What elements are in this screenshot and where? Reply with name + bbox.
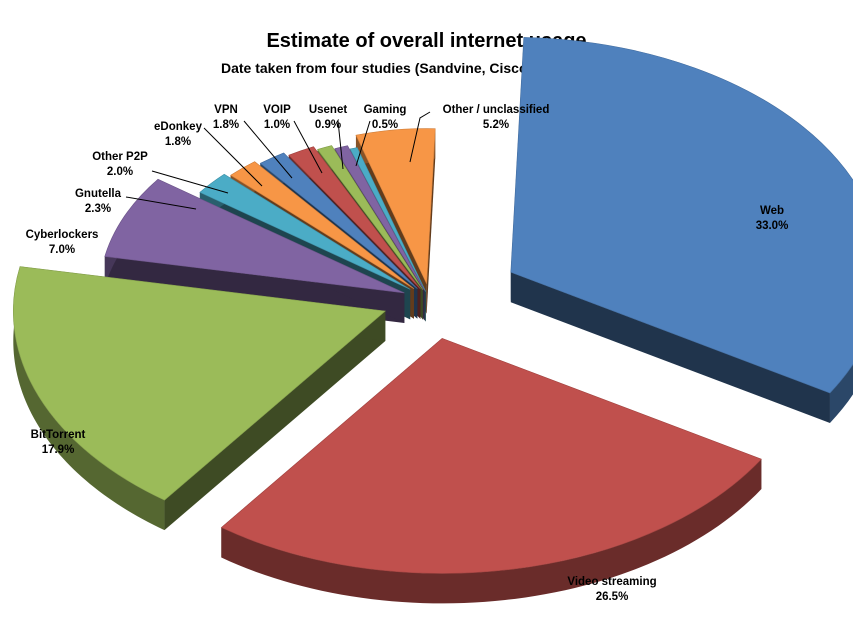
slice-label-usenet: Usenet 0.9% [309,103,347,133]
slice-label-cyberlockers: Cyberlockers 7.0% [26,228,99,258]
leader-line-voip [293,120,323,174]
slice-label-name: Web [759,205,785,217]
pie-slice-wall [510,272,830,423]
slice-label-value: 1.0% [263,119,291,131]
slice-label-value: 2.3% [84,203,112,215]
slice-label-name: Other P2P [92,151,148,163]
slice-label-web: Web 33.0% [756,204,789,234]
slice-label-value: 26.5% [595,591,629,603]
slice-label-other-p2p: Other P2P 2.0% [92,150,148,180]
slice-label-name: Cyberlockers [25,229,99,241]
slice-label-value: 17.9% [41,444,75,456]
slice-label-value: 0.5% [371,119,399,131]
slice-label-name: VPN [214,104,238,116]
leader-line-vpn [243,120,293,179]
slice-label-name: eDonkey [154,121,202,133]
pie-slice-web [510,37,853,394]
pie-slice-edonkey [259,152,418,289]
pie-slice-voip [317,145,424,290]
leader-line-gnutella [125,196,197,210]
slice-label-edonkey: eDonkey 1.8% [154,120,202,150]
pie-slice-video-streaming [220,338,762,574]
pie-slice-cyberlockers [104,178,405,294]
slice-label-name: Video streaming [567,576,657,588]
leader-line-edonkey [203,127,263,187]
slice-label-voip: VOIP 1.0% [263,103,290,133]
pie-slice-other-unclassified [355,128,436,284]
leader-line-other-p2p [151,170,229,194]
slice-label-name: Other / unclassified [442,104,550,116]
slice-label-gnutella: Gnutella 2.3% [75,187,121,217]
slice-label-other-unclassified: Other / unclassified 5.2% [443,103,550,133]
slice-label-name: VOIP [263,104,291,116]
slice-label-value: 1.8% [212,119,240,131]
leader-line-gaming [355,120,371,167]
slice-label-vpn: VPN 1.8% [213,103,239,133]
pie-slice-vpn [288,146,421,290]
pie-slice-wall [426,128,436,314]
pie-slice-other-p2p [230,161,415,289]
leader-line-other-unclassified [409,111,431,163]
slice-label-name: Gaming [363,104,407,116]
slice-label-value: 1.8% [164,136,192,148]
pie-slice-gaming [349,147,427,292]
slice-label-bittorrent: BitTorrent 17.9% [31,428,86,458]
slice-label-name: Usenet [308,104,348,116]
slice-label-value: 5.2% [482,119,510,131]
slice-label-value: 7.0% [48,244,76,256]
pie-slice-rim [13,266,165,531]
slice-label-name: BitTorrent [30,429,86,441]
chart-title: Estimate of overall internet usage [266,30,587,52]
slice-label-video-streaming: Video streaming 26.5% [567,575,656,605]
slice-label-value: 2.0% [106,166,134,178]
leader-line-usenet [337,120,344,170]
slice-label-name: Gnutella [74,188,122,200]
pie-slice-wall [164,311,386,531]
slice-label-value: 0.9% [314,119,342,131]
pie-slice-bittorrent [13,266,387,501]
slice-label-value: 33.0% [755,220,789,232]
pie-slice-gnutella [199,173,411,290]
slice-label-gaming: Gaming 0.5% [364,103,407,133]
